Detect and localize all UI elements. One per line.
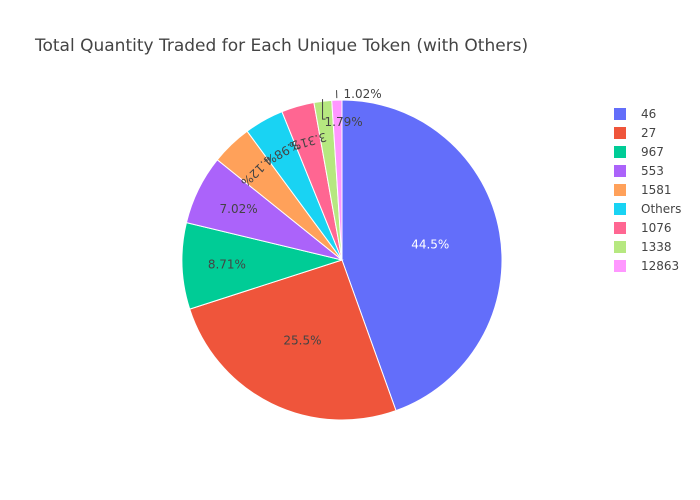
chart-title: Total Quantity Traded for Each Unique To…: [34, 36, 528, 56]
legend-item-1338[interactable]: 1338: [614, 240, 672, 254]
pie-slice-46: [341, 99, 503, 412]
legend-item-1581[interactable]: 1581: [614, 183, 672, 197]
slice-label-46: 44.5%: [411, 238, 449, 252]
slice-label-12863: 1.02%: [344, 87, 382, 101]
legend-item-1076-swatch: [614, 222, 626, 234]
legend: 46 27 967 553 1581 Others 1076 1338 12863: [614, 107, 681, 273]
legend-item-Others[interactable]: Others: [614, 202, 681, 216]
legend-item-1581-swatch: [614, 184, 626, 196]
legend-item-1076[interactable]: 1076: [614, 221, 672, 235]
slice-label-553: 7.02%: [220, 202, 258, 216]
slice-label-27: 25.5%: [283, 333, 321, 347]
legend-item-967-swatch: [614, 146, 626, 158]
legend-item-Others-label: Others: [641, 202, 681, 216]
legend-item-1338-swatch: [614, 241, 626, 253]
legend-item-46-swatch: [614, 108, 626, 120]
legend-item-12863-swatch: [614, 260, 626, 272]
legend-item-27-label: 27: [641, 126, 656, 140]
legend-item-46[interactable]: 46: [614, 107, 656, 121]
legend-item-553-swatch: [614, 165, 626, 177]
pie-slice-967: [181, 222, 344, 310]
legend-item-12863-label: 12863: [641, 259, 679, 273]
legend-item-1338-label: 1338: [641, 240, 672, 254]
legend-item-1581-label: 1581: [641, 183, 672, 197]
legend-item-553-label: 553: [641, 164, 664, 178]
legend-item-12863[interactable]: 12863: [614, 259, 679, 273]
slice-label-967: 8.71%: [208, 257, 246, 271]
legend-item-46-label: 46: [641, 107, 656, 121]
pie-slice-12863: [331, 99, 343, 261]
legend-item-Others-swatch: [614, 203, 626, 215]
legend-item-553[interactable]: 553: [614, 164, 664, 178]
legend-item-967[interactable]: 967: [614, 145, 664, 159]
pie-slices: [181, 99, 503, 421]
slice-label-1338-leader: [322, 99, 326, 120]
slice-label-1338: 1.79%: [325, 115, 363, 129]
legend-item-27[interactable]: 27: [614, 126, 656, 140]
legend-item-1076-label: 1076: [641, 221, 672, 235]
legend-item-967-label: 967: [641, 145, 664, 159]
pie-slice-27: [189, 259, 397, 421]
legend-item-27-swatch: [614, 127, 626, 139]
